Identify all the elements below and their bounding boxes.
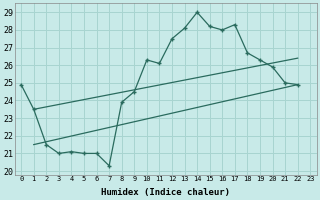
X-axis label: Humidex (Indice chaleur): Humidex (Indice chaleur) — [101, 188, 230, 197]
